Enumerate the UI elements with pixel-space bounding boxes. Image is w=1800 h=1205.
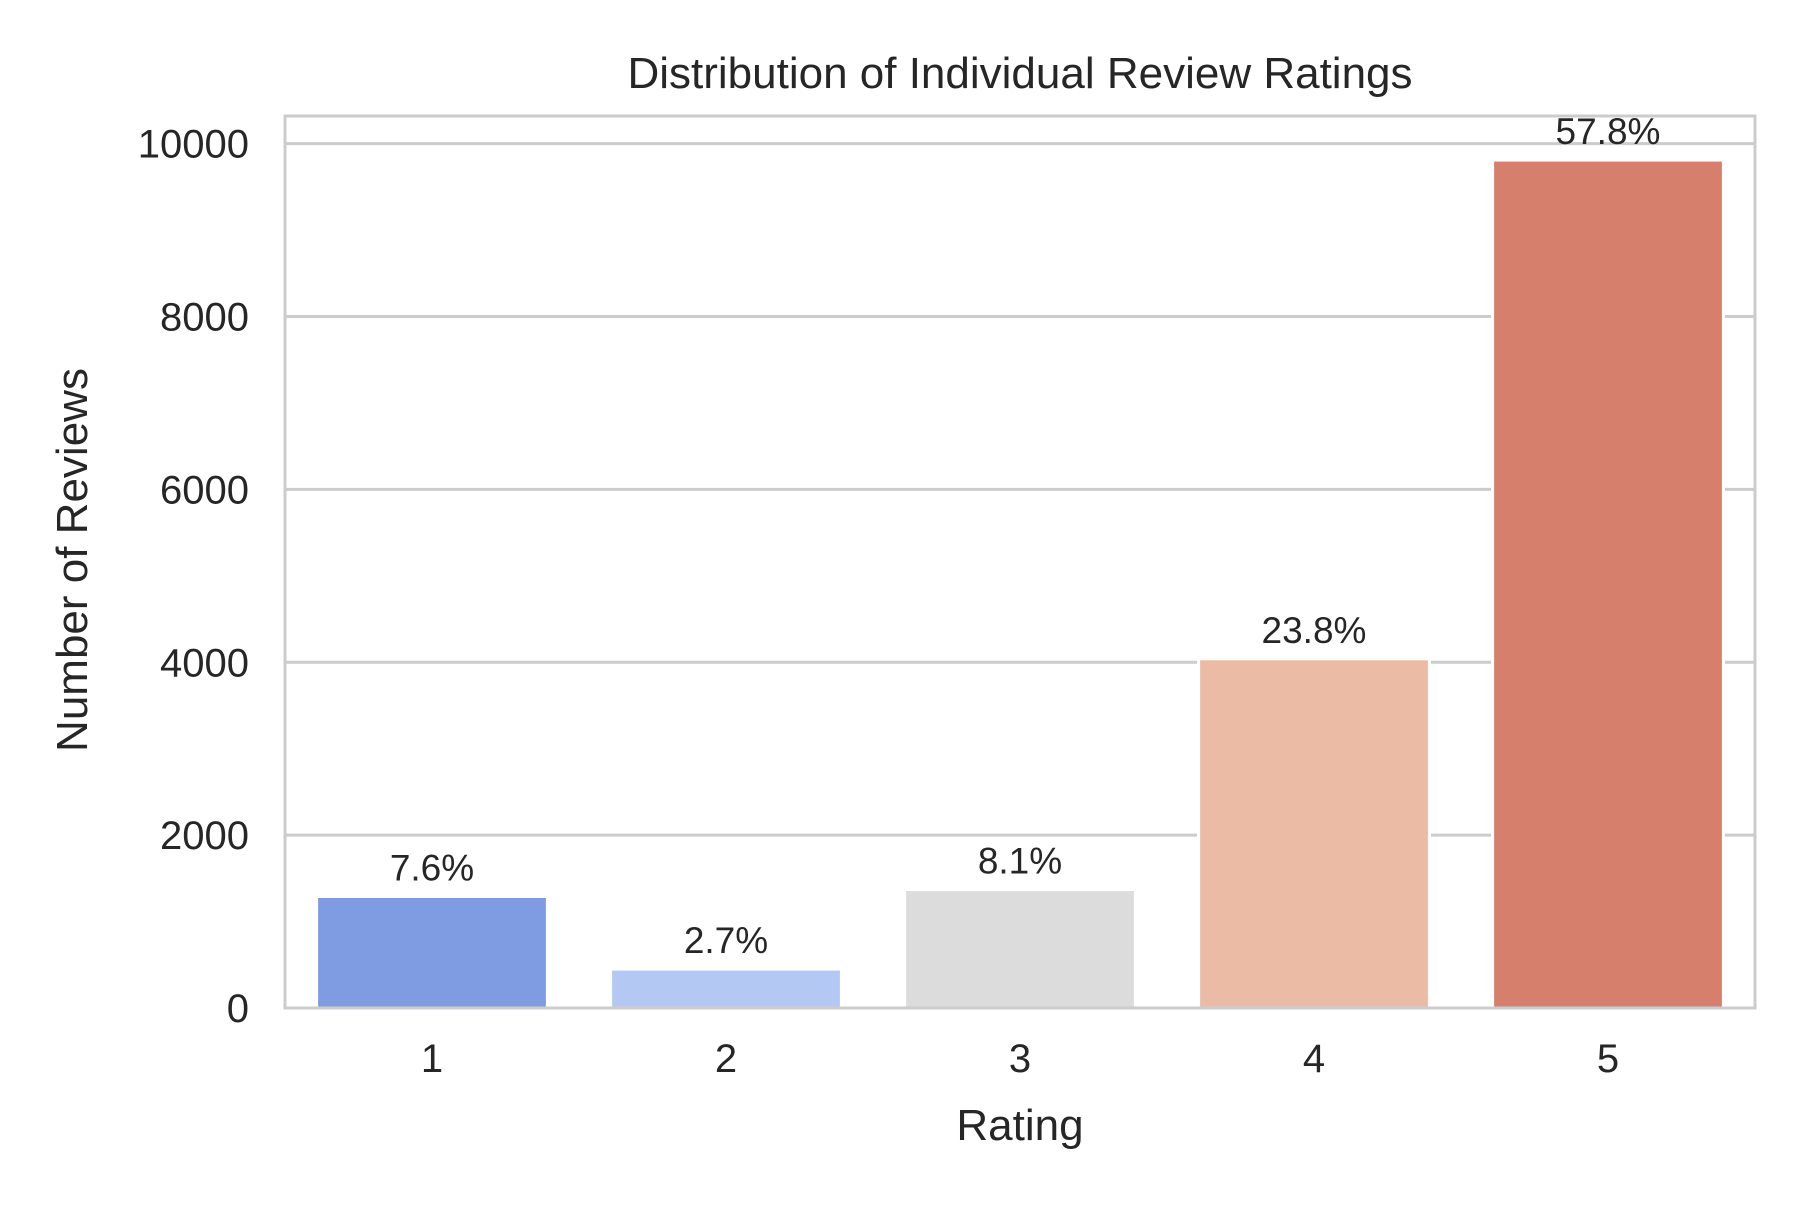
x-tick-label: 4 xyxy=(1303,1037,1325,1081)
y-tick-label: 2000 xyxy=(160,814,249,858)
bar-rating-4 xyxy=(1197,657,1431,1010)
x-axis-label: Rating xyxy=(956,1101,1083,1150)
x-tick-labels: 1 2 3 4 5 xyxy=(421,1037,1619,1081)
data-label: 23.8% xyxy=(1262,610,1367,651)
y-axis-label: Number of Reviews xyxy=(48,368,97,752)
y-tick-label: 10000 xyxy=(138,123,249,167)
y-tick-label: 6000 xyxy=(160,468,249,512)
data-label: 2.7% xyxy=(684,920,768,961)
bar-rating-2 xyxy=(609,967,843,1010)
chart-title: Distribution of Individual Review Rating… xyxy=(627,49,1412,98)
bar-rating-5 xyxy=(1491,158,1725,1010)
bars xyxy=(315,158,1725,1010)
data-label: 57.8% xyxy=(1556,111,1661,152)
x-tick-label: 1 xyxy=(421,1037,443,1081)
y-tick-label: 8000 xyxy=(160,296,249,340)
data-label: 7.6% xyxy=(390,848,474,889)
data-labels: 7.6% 2.7% 8.1% 23.8% 57.8% xyxy=(390,111,1661,961)
bar-rating-3 xyxy=(903,888,1137,1010)
x-tick-label: 5 xyxy=(1597,1037,1619,1081)
y-tick-label: 0 xyxy=(227,987,249,1031)
x-tick-label: 3 xyxy=(1009,1037,1031,1081)
x-tick-label: 2 xyxy=(715,1037,737,1081)
y-tick-label: 4000 xyxy=(160,641,249,685)
bar-rating-1 xyxy=(315,895,549,1010)
plot-frame xyxy=(283,114,1757,1010)
plot-border xyxy=(283,114,1757,1010)
y-tick-labels: 0 2000 4000 6000 8000 10000 xyxy=(138,123,249,1031)
data-label: 8.1% xyxy=(978,841,1062,882)
